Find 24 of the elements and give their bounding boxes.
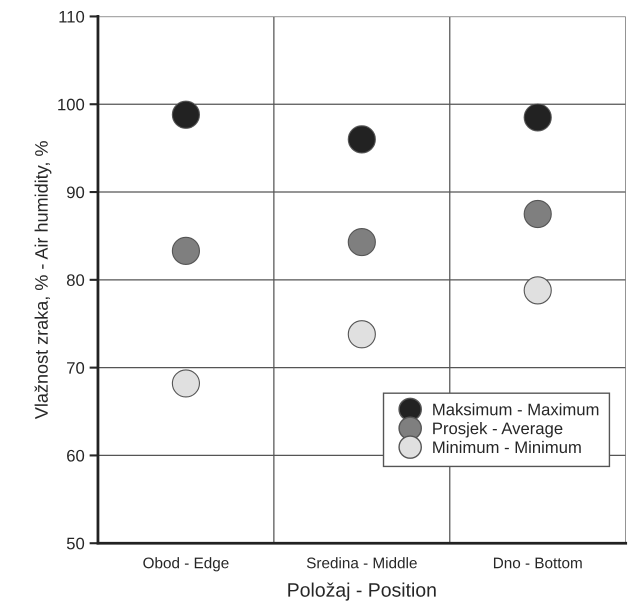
y-tick-label: 100: [58, 98, 84, 110]
x-tick-label: Dno - Bottom: [494, 558, 582, 568]
x-tick-label: Sredina - Middle: [306, 557, 417, 568]
point: [348, 228, 376, 256]
y-tick-label: 80: [66, 274, 84, 286]
point: [524, 103, 552, 132]
y-tick-label: 70: [67, 362, 84, 374]
point: [348, 125, 376, 154]
y-tick-label: 60: [67, 450, 84, 462]
y-tick-label: 50: [66, 538, 84, 550]
point: [348, 320, 376, 348]
y-tick-label: 90: [67, 186, 84, 198]
y-tick-label: 110: [59, 10, 84, 23]
legend-label: Prosjek - Average: [433, 422, 562, 438]
point: [524, 276, 552, 304]
point: [172, 100, 200, 129]
point: [172, 369, 200, 398]
legend-label: Minimum - Minimum: [433, 440, 581, 454]
x-axis-title: Položaj - Position: [288, 582, 436, 601]
y-axis-title: Vlažnost zraka, % - Air humidity, %: [34, 141, 52, 420]
x-tick-label: Obod - Edge: [143, 557, 229, 572]
point: [172, 236, 200, 265]
legend-label: Maksimum - Maximum: [433, 403, 598, 416]
point: [524, 200, 552, 228]
